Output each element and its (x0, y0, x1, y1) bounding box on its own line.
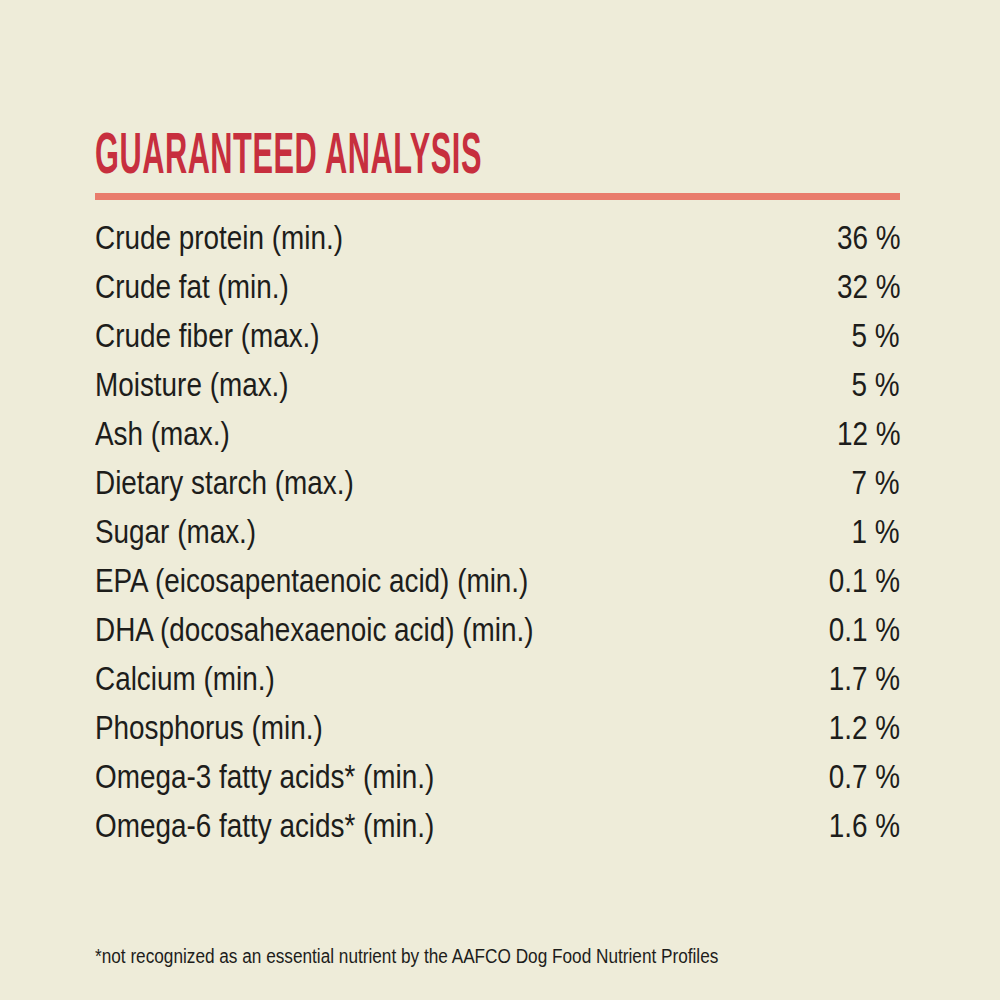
nutrient-value: 0.1 % (829, 561, 900, 600)
table-row: DHA (docosahexaenoic acid) (min.) 0.1 % (95, 605, 900, 654)
nutrient-label: Omega-3 fatty acids* (min.) (95, 757, 434, 796)
nutrient-value: 7 % (852, 463, 900, 502)
guaranteed-analysis-label: GUARANTEED ANALYSIS Crude protein (min.)… (0, 0, 1000, 1000)
table-row: Calcium (min.) 1.7 % (95, 654, 900, 703)
nutrient-label: Crude protein (min.) (95, 218, 343, 257)
table-row: Crude protein (min.) 36 % (95, 213, 900, 262)
nutrient-value: 32 % (836, 267, 900, 306)
table-row: Omega-6 fatty acids* (min.) 1.6 % (95, 801, 900, 850)
table-row: Phosphorus (min.) 1.2 % (95, 703, 900, 752)
nutrient-value: 12 % (836, 414, 900, 453)
footnote-text: *not recognized as an essential nutrient… (95, 944, 718, 968)
nutrient-value: 0.7 % (829, 757, 900, 796)
nutrient-label: Sugar (max.) (95, 512, 256, 551)
table-row: Dietary starch (max.) 7 % (95, 458, 900, 507)
nutrient-label: EPA (eicosapentaenoic acid) (min.) (95, 561, 528, 600)
nutrient-label: Omega-6 fatty acids* (min.) (95, 806, 434, 845)
nutrient-label: Moisture (max.) (95, 365, 289, 404)
nutrient-label: Ash (max.) (95, 414, 230, 453)
divider-line (95, 193, 900, 200)
nutrient-label: DHA (docosahexaenoic acid) (min.) (95, 610, 534, 649)
table-row: Crude fiber (max.) 5 % (95, 311, 900, 360)
table-row: Moisture (max.) 5 % (95, 360, 900, 409)
nutrient-value: 0.1 % (829, 610, 900, 649)
nutrient-table: Crude protein (min.) 36 % Crude fat (min… (95, 213, 900, 850)
nutrient-value: 1.6 % (829, 806, 900, 845)
nutrient-value: 1 % (852, 512, 900, 551)
nutrient-value: 5 % (852, 365, 900, 404)
nutrient-value: 1.2 % (829, 708, 900, 747)
nutrient-label: Dietary starch (max.) (95, 463, 354, 502)
table-row: Crude fat (min.) 32 % (95, 262, 900, 311)
nutrient-label: Crude fat (min.) (95, 267, 289, 306)
table-row: Ash (max.) 12 % (95, 409, 900, 458)
nutrient-value: 5 % (852, 316, 900, 355)
table-row: Sugar (max.) 1 % (95, 507, 900, 556)
table-row: EPA (eicosapentaenoic acid) (min.) 0.1 % (95, 556, 900, 605)
table-row: Omega-3 fatty acids* (min.) 0.7 % (95, 752, 900, 801)
nutrient-label: Calcium (min.) (95, 659, 275, 698)
nutrient-label: Phosphorus (min.) (95, 708, 323, 747)
page-title: GUARANTEED ANALYSIS (95, 124, 482, 182)
nutrient-value: 36 % (836, 218, 900, 257)
nutrient-label: Crude fiber (max.) (95, 316, 320, 355)
nutrient-value: 1.7 % (829, 659, 900, 698)
